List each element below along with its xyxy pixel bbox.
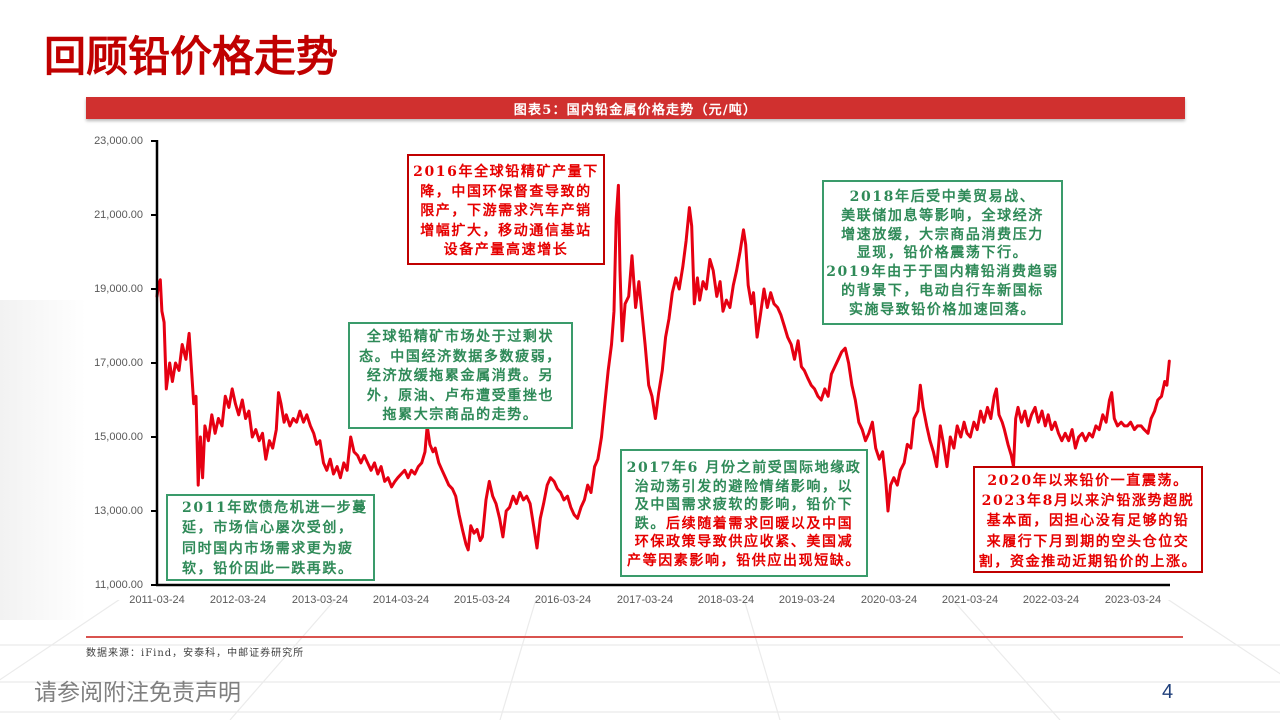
annotation-line: 2011年欧债危机进一步蔓 [182,500,368,516]
annotation-line: 2018年后受中美贸易战、 [849,189,1036,205]
figure-caption-banner: 图表5：国内铅金属价格走势（元/吨） [86,97,1185,119]
y-tick-label: 17,000.00 [94,357,143,369]
footer-divider [86,636,1183,638]
x-tick-label: 2023-03-24 [1104,594,1162,606]
annotation-line: 增速放缓，大宗商品消费压力 [841,226,1044,243]
annotation-line: 的背景下，电动自行车新国标 [841,282,1044,299]
x-tick-label: 2015-03-24 [453,594,511,606]
annotation-line: 治动荡引发的避险情绪影响，以 [634,478,854,495]
y-tick-label: 15,000.00 [94,431,143,443]
annotation-lead-concentrate-surplus: 全球铅精矿市场处于过剩状 态。中国经济数据多数疲弱， 经济放缓拖累金属消费。另 … [348,322,573,429]
x-tick-label: 2011-03-24 [129,594,185,606]
annotation-line: 拖累大宗商品的走势。 [382,407,539,424]
y-tick-label: 21,000.00 [94,209,143,221]
figure-caption: 图表5：国内铅金属价格走势（元/吨） [513,102,758,118]
annotation-line: 实施导致铅价格加速回落。 [848,301,1037,318]
annotation-line: 来履行下月到期的空头仓位交 [986,533,1190,550]
lead-price-line [155,183,1171,552]
annotation-line: 软，铅价因此一跌再跌。 [182,560,354,577]
x-tick-label: 2013-03-24 [291,594,349,606]
annotation-2011-euro-debt-crisis: 2011年欧债危机进一步蔓 延，市场信心屡次受创， 同时国内市场需求更为疲 软，… [166,494,375,581]
x-tick-label: 2019-03-24 [778,594,836,606]
annotation-line: 美联储加息等影响，全球经济 [841,207,1044,224]
x-tick-label: 2017-03-24 [616,594,674,606]
annotation-2016-supply-decline: 2016年全球铅精矿产量下 降，中国环保督查导致的 限产，下游需求汽车产销 增幅… [407,154,605,265]
annotation-line: 2023年8月以来沪铅涨势超脱 [981,493,1195,510]
annotation-line: 2016年全球铅精矿产量下 [413,164,599,180]
annotation-line: 态。中国经济数据多数疲弱， [359,348,562,365]
annotation-line: 限产，下游需求汽车产销 [420,203,592,219]
y-tick-label: 23,000.00 [94,135,143,147]
annotation-2020-2023-volatility: 2020年以来铅价一直震荡。 2023年8月以来沪铅涨势超脱 基本面，因担心没有… [973,466,1203,573]
annotation-line: 延，市场信心屡次受创， [182,520,354,537]
annotation-line: 环保政策导致供应收紧、美国减 [634,534,854,550]
x-tick-label: 2014-03-24 [372,594,430,606]
annotation-line: 设备产量高速增长 [443,242,569,258]
annotation-line: 降，中国环保督查导致的 [420,183,592,200]
annotation-line: 经济放缓拖累金属消费。另 [366,368,555,385]
annotation-line: 2019年由于于国内精铅消费趋弱 [826,264,1059,281]
annotation-line: 增幅扩大，移动通信基站 [420,222,592,239]
x-tick-label: 2018-03-24 [697,594,755,606]
x-tick-label: 2022-03-24 [1022,594,1080,606]
annotation-2018-2019-trade-war: 2018年后受中美贸易战、 美联储加息等影响，全球经济 增速放缓，大宗商品消费压… [822,180,1063,325]
annotation-line: 显现，铅价格震荡下行。 [856,245,1029,262]
page-number: 4 [1162,681,1174,703]
annotation-line: 2017年6 月份之前受国际地缘政 [626,460,862,476]
annotation-line: 产等因素影响，铅供应出现短缺。 [627,552,861,569]
y-tick-label: 13,000.00 [94,505,143,517]
annotation-line: 跌。后续随着需求回暖以及中国 [622,515,866,534]
annotation-line: 全球铅精矿市场处于过剩状 [366,329,555,345]
x-tick-label: 2021-03-24 [941,594,999,606]
y-tick-label: 19,000.00 [94,283,143,295]
annotation-line: 割，资金推动近期铅价的上涨。 [978,553,1198,570]
slide-title: 回顾铅价格走势 [44,33,339,80]
annotation-segment-green: 跌。 [634,515,666,532]
x-tick-label: 2020-03-24 [860,594,918,606]
annotation-line: 基本面，因担心没有足够的铅 [986,513,1190,530]
x-tick-label: 2016-03-24 [534,594,592,606]
disclaimer-text: 请参阅附注免责声明 [34,679,241,705]
annotation-line: 2020年以来铅价一直震荡。 [987,473,1189,489]
data-source-note: 数据来源：iFind，安泰科，中邮证券研究所 [86,648,305,659]
annotation-line: 外，原油、卢布遭受重挫也 [366,387,555,404]
annotation-2017-geopolitics-shortage: 2017年6 月份之前受国际地缘政 治动荡引发的避险情绪影响，以 及中国需求疲软… [620,449,868,577]
annotation-line: 同时国内市场需求更为疲 [182,540,354,557]
annotation-line: 及中国需求疲软的影响，铅价下 [634,497,854,513]
y-tick-label: 11,000.00 [94,579,143,591]
x-tick-label: 2012-03-24 [209,594,267,606]
annotation-segment-red: 后续随着需求回暖以及中国 [666,515,854,532]
